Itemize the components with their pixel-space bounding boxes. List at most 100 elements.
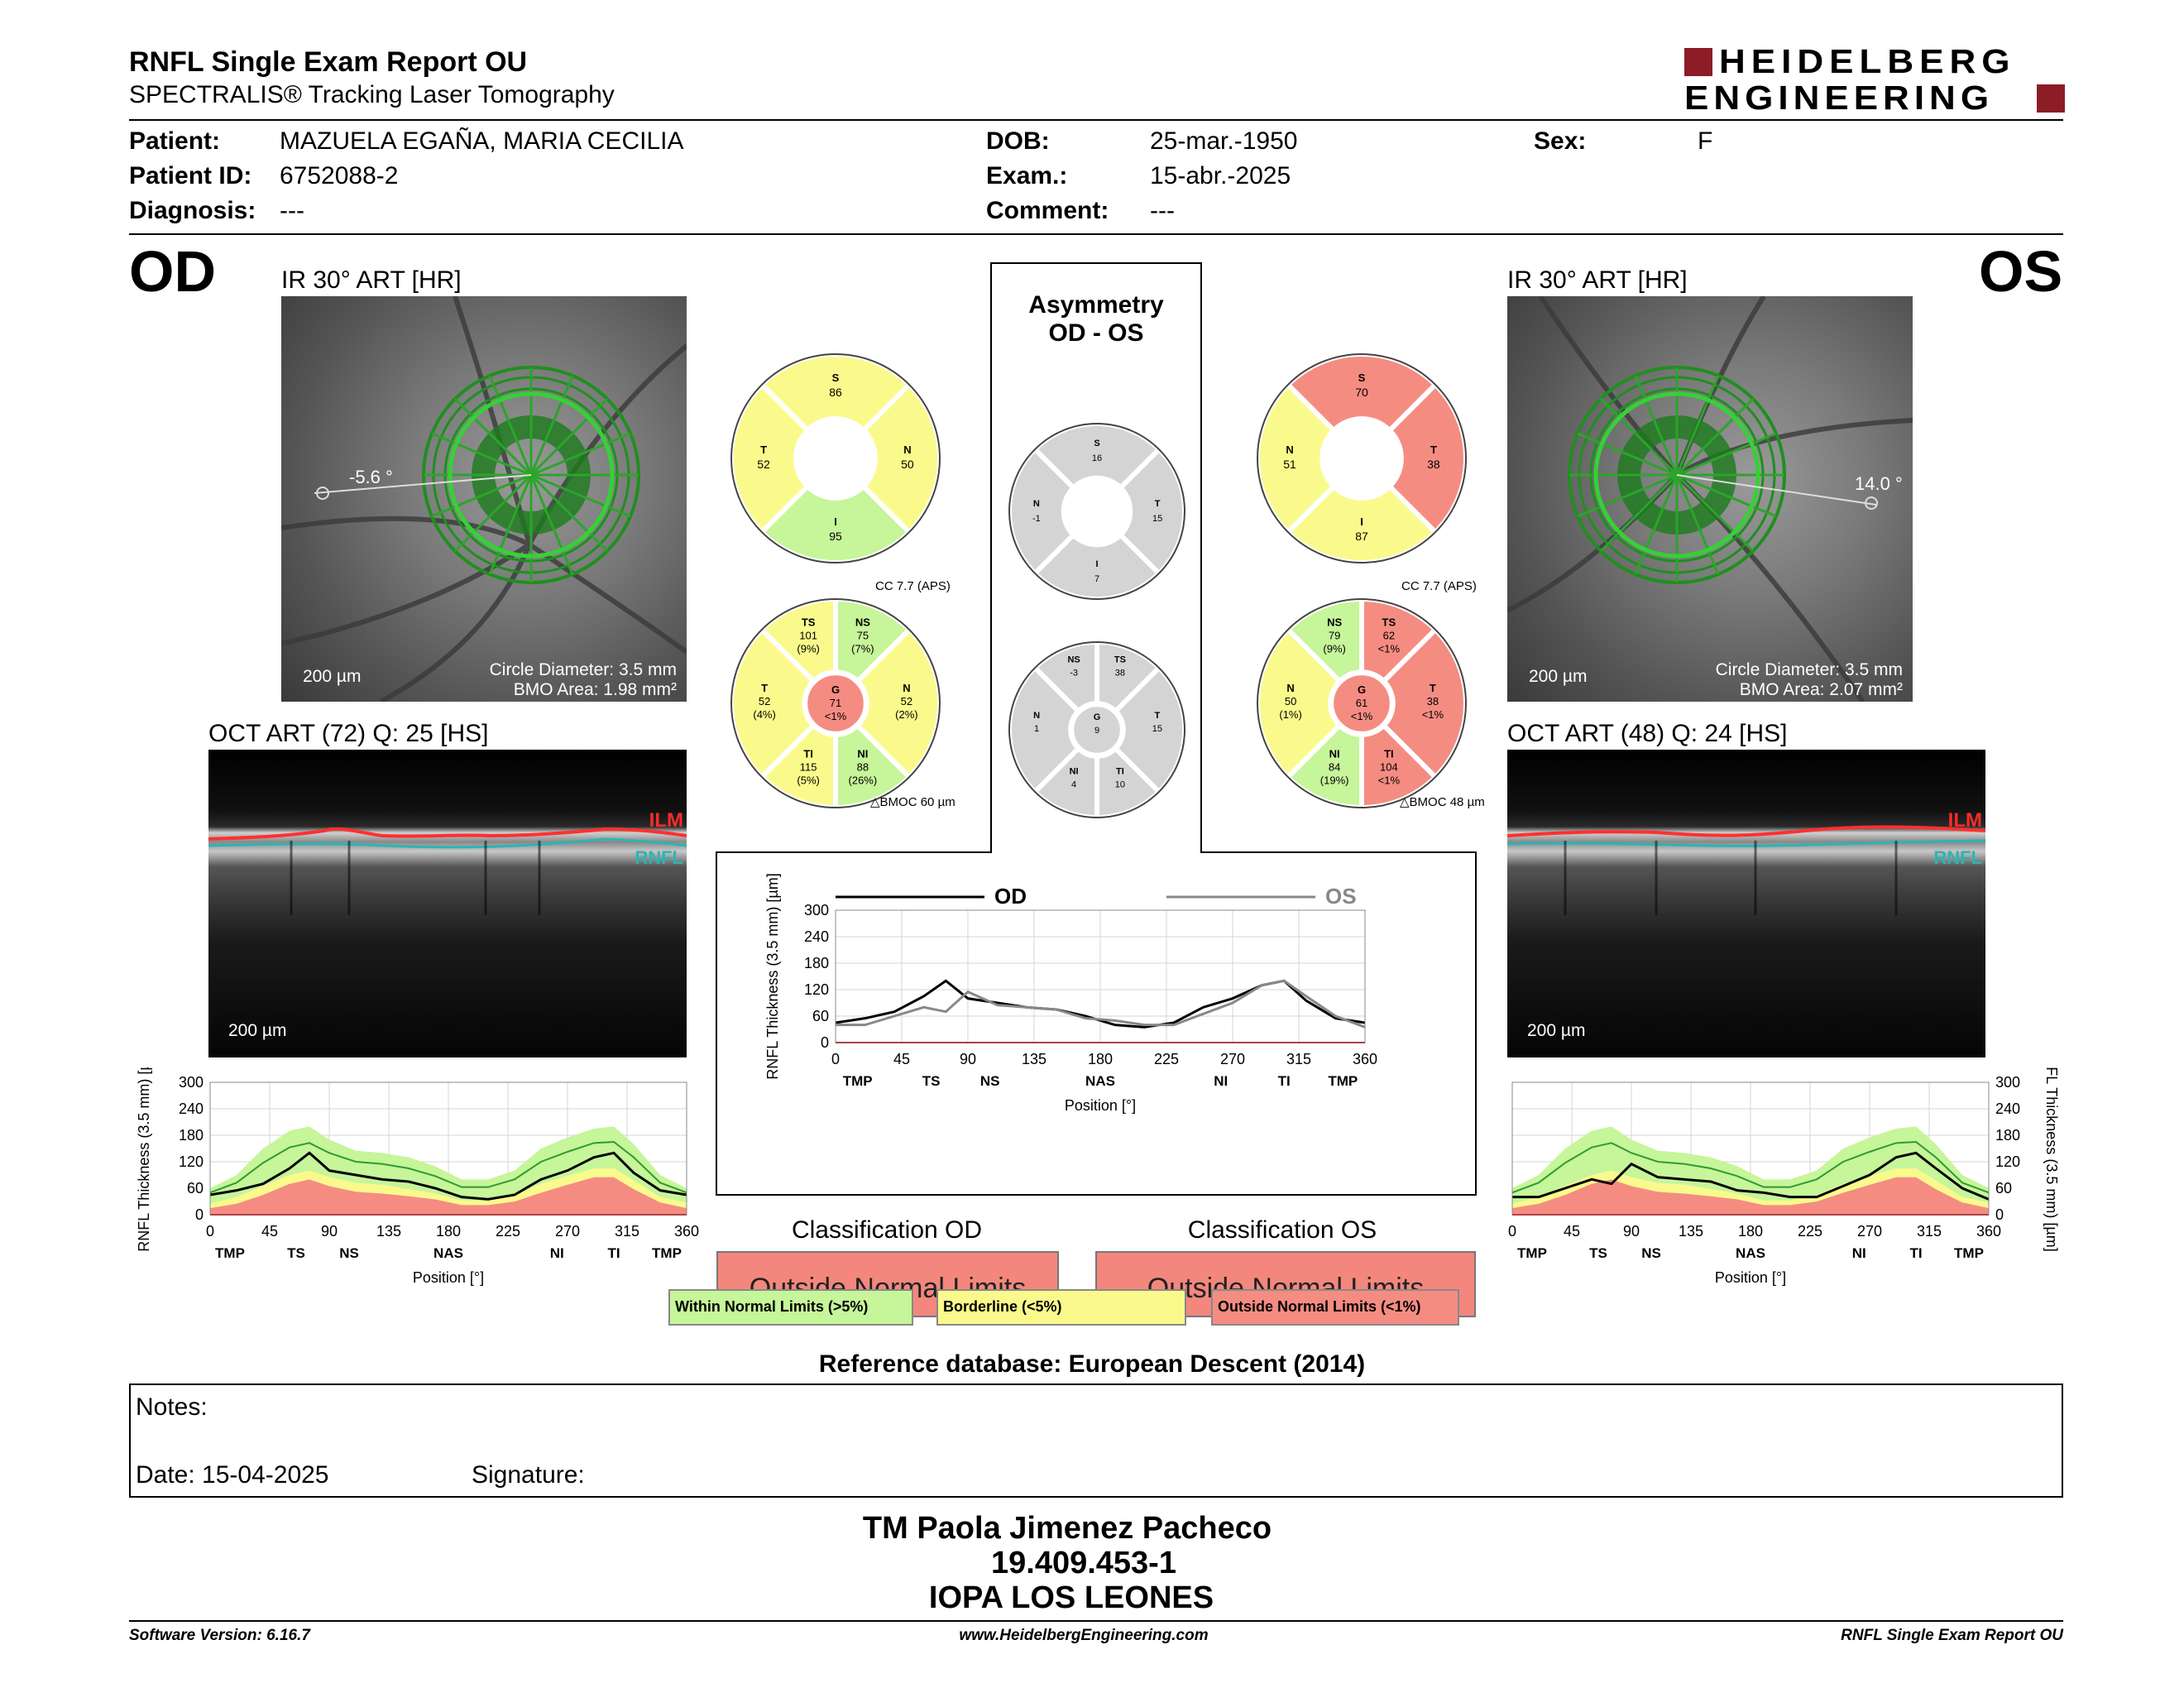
- od-quad-right-value: 50: [901, 458, 914, 471]
- y-tick-label: 60: [812, 1008, 829, 1024]
- os-bmoc-value: BMOC 48 µm: [1409, 795, 1485, 809]
- od-profile-chart: 0 60 120 180 240 300 0 45 90 135 180 225 270 315 360 TM…: [136, 1067, 699, 1286]
- patient-label: Patient:: [129, 127, 221, 155]
- diagnosis-value: ---: [280, 197, 304, 224]
- region-label: NAS: [1085, 1073, 1115, 1089]
- os-sec-G-line1: 61: [1356, 697, 1367, 709]
- od-ir-title: IR 30° ART [HR]: [281, 266, 462, 294]
- os-rnfl-label: RNFL: [1933, 847, 1982, 868]
- asym-sec-TS-line0: TS: [1114, 655, 1126, 665]
- asym-quad-top-value: 16: [1092, 453, 1102, 463]
- region-label: TI: [607, 1245, 620, 1261]
- diagnosis-label: Diagnosis:: [129, 197, 256, 224]
- os-oct-bscan: ILM RNFL 200 µm: [1507, 750, 1985, 1057]
- od-sec-NI-line0: NI: [857, 747, 868, 760]
- legend-outside: Outside Normal Limits (<1%): [1211, 1289, 1459, 1326]
- header-divider: [129, 119, 2063, 121]
- os-bmoc-label: △BMOC 48 µm: [1400, 795, 1485, 809]
- os-sec-N-line1: 50: [1285, 695, 1296, 707]
- asymmetry-frame: [716, 262, 1477, 1196]
- x-axis-label: Position [°]: [1065, 1097, 1136, 1114]
- x-tick-label: 90: [960, 1051, 976, 1067]
- asym-sector-chart: NS -3 TS 38 N 1 NI 4 TI 10 T 15 G 9: [1007, 639, 1187, 821]
- od-sec-NS-line0: NS: [855, 616, 870, 629]
- os-sec-T-line0: T: [1430, 682, 1436, 694]
- od-bmo-area: BMO Area: 1.98 mm²: [513, 680, 677, 699]
- series-line-0: [1512, 1151, 1990, 1201]
- region-label: TS: [287, 1245, 305, 1261]
- od-bmoc-label: △BMOC 60 µm: [870, 795, 956, 809]
- legend-od-label: OD: [994, 884, 1027, 909]
- band-normal: [1512, 1126, 1989, 1204]
- x-axis-label: Position [°]: [413, 1269, 484, 1286]
- os-ir-title: IR 30° ART [HR]: [1507, 266, 1688, 294]
- x-tick-label: 90: [1623, 1223, 1640, 1240]
- od-quad-outline: [730, 353, 941, 563]
- asym-sec-NS-line1: -3: [1070, 669, 1078, 679]
- os-quad-right-value: 38: [1427, 458, 1440, 471]
- y-axis-label: RNFL Thickness (3.5 mm) [µm]: [136, 1067, 152, 1252]
- od-quad-left-name: T: [760, 444, 767, 456]
- os-sec-NS-line1: 79: [1329, 630, 1340, 642]
- series-line-OS: [836, 979, 1366, 1029]
- signature-label: Signature:: [472, 1461, 585, 1489]
- x-tick-label: 315: [1917, 1223, 1942, 1240]
- od-oct-bscan: ILM RNFL 200 µm: [208, 750, 687, 1057]
- y-tick-label: 240: [179, 1101, 204, 1117]
- x-tick-label: 135: [376, 1223, 401, 1240]
- os-quad-outline: [1257, 353, 1467, 563]
- legend-borderline: Borderline (<5%): [936, 1289, 1186, 1326]
- x-tick-label: 0: [1508, 1223, 1516, 1240]
- y-tick-label: 120: [179, 1153, 204, 1170]
- asym-sec-TI-line1: 10: [1115, 779, 1125, 789]
- asym-sec-N-line0: N: [1033, 711, 1040, 721]
- patient-name: MAZUELA EGAÑA, MARIA CECILIA: [280, 127, 684, 155]
- x-tick-label: 45: [261, 1223, 278, 1240]
- asym-sec-NI-line1: 4: [1071, 779, 1076, 789]
- legend-os-label: OS: [1325, 884, 1357, 909]
- os-quad-top-value: 70: [1355, 386, 1368, 399]
- od-sec-T-line1: 52: [759, 695, 770, 707]
- od-quad-left-value: 52: [757, 458, 770, 471]
- od-quadrant-chart: S 86 T 52 N 50 I 95: [729, 352, 942, 565]
- region-label: TMP: [652, 1245, 682, 1261]
- os-sec-G-line0: G: [1358, 683, 1366, 696]
- os-sec-T-line1: 38: [1427, 695, 1439, 707]
- os-sec-TS-line1: 62: [1383, 630, 1395, 642]
- region-label: NI: [1852, 1245, 1866, 1261]
- x-tick-label: 180: [1738, 1223, 1763, 1240]
- y-tick-label: 0: [1995, 1206, 2004, 1223]
- os-oct-scale: 200 µm: [1527, 1021, 1586, 1040]
- asym-quad-bottom-value: 7: [1094, 574, 1099, 584]
- y-tick-label: 0: [195, 1206, 204, 1223]
- y-tick-label: 240: [804, 928, 829, 945]
- plot-frame: [835, 909, 1366, 1043]
- x-tick-label: 270: [1220, 1051, 1245, 1067]
- os-sec-NS-line2: (9%): [1323, 643, 1345, 655]
- y-tick-label: 180: [1995, 1127, 2020, 1144]
- od-sec-sector-G: [804, 672, 867, 735]
- sex-label: Sex:: [1534, 127, 1587, 155]
- od-oct-title: OCT ART (72) Q: 25 [HS]: [208, 720, 489, 747]
- od-ilm-label: ILM: [649, 809, 683, 832]
- asym-sec-TI-line0: TI: [1116, 766, 1124, 776]
- footer-divider: [129, 1620, 2063, 1622]
- asym-quad-right-name: T: [1155, 499, 1161, 509]
- od-sec-NS-line1: 75: [857, 630, 869, 642]
- dob-label: DOB:: [986, 127, 1050, 155]
- os-scale-label: 200 µm: [1529, 667, 1588, 686]
- date-label: Date: 15-04-2025: [136, 1461, 329, 1489]
- x-tick-label: 225: [496, 1223, 520, 1240]
- patient-divider: [129, 233, 2063, 235]
- band-outside: [1512, 1177, 1989, 1215]
- asym-quad-left-name: N: [1033, 499, 1040, 509]
- od-quad-bottom-name: I: [834, 516, 837, 528]
- asym-quadrant-chart: S 16 N -1 T 15 I 7: [1007, 421, 1187, 602]
- od-sec-TI-line0: TI: [803, 747, 813, 760]
- region-label: TMP: [215, 1245, 245, 1261]
- normal-mean-line: [209, 1140, 687, 1194]
- os-eye-label: OS: [1979, 239, 2063, 304]
- od-quad-right-name: N: [903, 444, 911, 456]
- os-profile-chart: 0 60 120 180 240 300 0 45 90 135 180 225 270 315 360 TM…: [1508, 1067, 2060, 1286]
- od-sec-TI-line2: (5%): [797, 774, 819, 786]
